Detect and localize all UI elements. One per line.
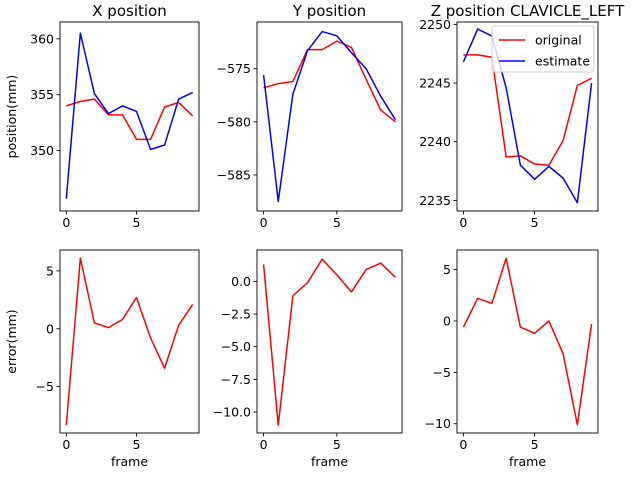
y-tick-label: 2240	[419, 134, 451, 149]
x-axis-label: frame	[509, 454, 546, 469]
x-axis-label: frame	[111, 454, 148, 469]
subplot-6: 0 5 −10 −5 0 5 frame	[425, 249, 599, 469]
y-tick-label: −580	[217, 114, 251, 129]
x-axis-label: frame	[311, 454, 348, 469]
x-tick-label: 5	[333, 215, 341, 230]
legend-label-estimate: estimate	[535, 54, 590, 69]
subplot-5: 0 5 −10.0 −7.5 −5.0 −2.5 0.0 frame	[213, 249, 403, 469]
y-tick-label: 5	[46, 263, 54, 278]
x-tick-label: 0	[62, 437, 70, 452]
subplot-1: 0 5 350 355 360 X position position(mm)	[4, 2, 200, 230]
axes-frame	[59, 21, 200, 212]
y-tick-label: 5	[443, 262, 451, 277]
subplot-title: Y position	[292, 2, 366, 20]
legend: original estimate	[491, 25, 595, 73]
subplot-title: X position	[92, 2, 166, 20]
subplot-title: Z position CLAVICLE_LEFT	[431, 2, 625, 21]
x-tick-label: 5	[333, 437, 341, 452]
series-estimate-line	[65, 32, 194, 199]
y-tick-label: 2245	[419, 76, 451, 91]
y-axis-label: error(mm)	[4, 309, 19, 373]
x-tick-label: 5	[531, 215, 539, 230]
y-tick-label: 350	[30, 143, 54, 158]
y-tick-label: 2235	[419, 193, 451, 208]
y-tick-label: 360	[30, 31, 54, 46]
y-tick-label: 0	[443, 313, 451, 328]
series-error-line	[462, 257, 593, 426]
axes-frame	[59, 249, 200, 434]
x-tick-label: 5	[133, 437, 141, 452]
y-axis-label: position(mm)	[4, 75, 19, 159]
y-tick-label: −5	[433, 365, 451, 380]
y-tick-label: −575	[217, 61, 251, 76]
x-tick-label: 0	[260, 215, 268, 230]
axes-frame	[256, 21, 403, 212]
y-tick-label: 0.0	[231, 274, 251, 289]
y-tick-label: −10.0	[213, 405, 251, 420]
y-tick-label: 355	[30, 87, 54, 102]
series-estimate-line	[462, 28, 593, 204]
x-tick-label: 0	[62, 215, 70, 230]
x-tick-label: 0	[459, 437, 467, 452]
x-tick-label: 0	[459, 215, 467, 230]
series-error-line	[262, 258, 396, 426]
y-tick-label: −7.5	[221, 372, 251, 387]
axes-frame	[256, 249, 403, 434]
series-original-line	[463, 54, 592, 166]
x-tick-label: 5	[133, 215, 141, 230]
y-tick-label: −5.0	[221, 339, 251, 354]
y-tick-label: −10	[425, 416, 451, 431]
subplot-2: 0 5 −585 −580 −575 Y position	[217, 2, 403, 230]
x-tick-label: 5	[531, 437, 539, 452]
series-original-line	[263, 40, 396, 123]
series-error-line	[65, 257, 194, 425]
y-tick-label: −5	[36, 379, 54, 394]
y-tick-label: −585	[217, 167, 251, 182]
legend-label-original: original	[535, 33, 582, 48]
subplot-4: 0 5 −5 0 5 frame error(mm)	[4, 249, 200, 469]
y-tick-label: 2250	[419, 17, 451, 32]
axes-frame	[456, 21, 599, 212]
x-tick-label: 0	[260, 437, 268, 452]
y-tick-label: −2.5	[221, 307, 251, 322]
y-tick-label: 0	[46, 321, 54, 336]
series-original-line	[66, 98, 194, 141]
series-estimate-line	[262, 30, 397, 203]
axes-frame	[456, 249, 599, 434]
